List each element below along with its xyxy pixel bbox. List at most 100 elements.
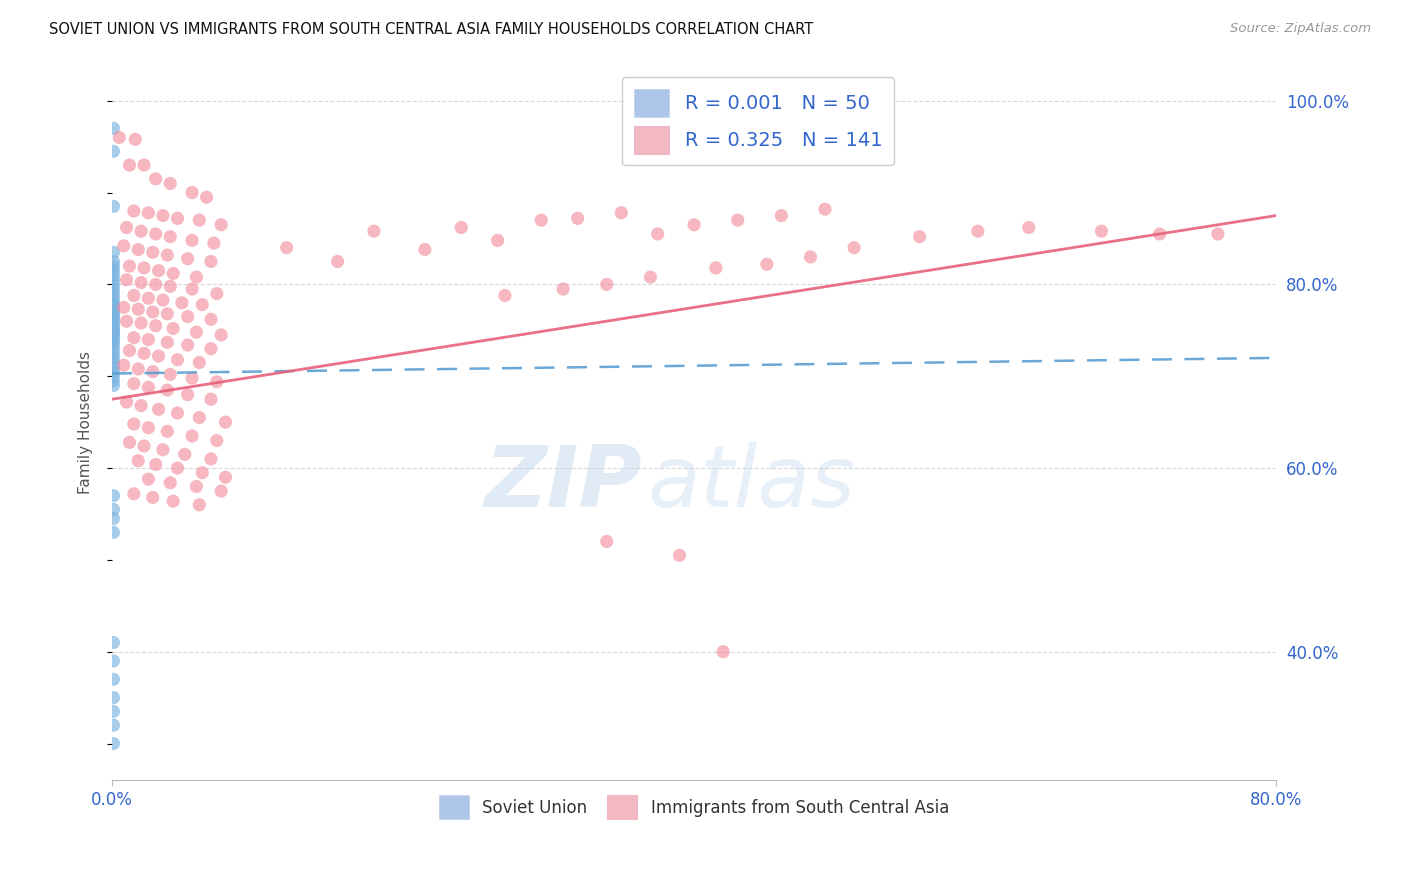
Text: atlas: atlas (648, 442, 855, 524)
Point (103, 121, 125, 136)
Point (186, 479, 208, 493)
Point (142, 365, 165, 379)
Point (170, 295, 193, 310)
Point (103, 374, 125, 388)
Point (108, 130, 131, 145)
Point (103, 308, 125, 322)
Point (129, 399, 152, 413)
Point (799, 250, 821, 264)
Point (200, 342, 222, 356)
Point (112, 358, 135, 372)
Point (103, 337, 125, 351)
Point (132, 158, 155, 172)
Point (103, 378, 125, 392)
Point (103, 489, 125, 503)
Point (842, 241, 865, 255)
Point (166, 352, 188, 367)
Point (181, 429, 204, 443)
Point (640, 270, 662, 285)
Point (156, 248, 179, 262)
Point (103, 282, 125, 296)
Point (103, 705, 125, 719)
Point (205, 434, 228, 448)
Point (966, 224, 988, 238)
Point (683, 218, 706, 232)
Point (138, 206, 160, 220)
Point (711, 645, 734, 659)
Point (152, 442, 174, 457)
Point (1090, 224, 1112, 238)
Point (142, 305, 165, 319)
Point (205, 375, 228, 389)
Point (188, 498, 211, 512)
Point (103, 318, 125, 333)
Point (142, 491, 165, 505)
Point (181, 233, 204, 247)
Point (122, 288, 145, 302)
Point (103, 365, 125, 379)
Point (145, 227, 167, 241)
Point (200, 312, 222, 326)
Point (176, 338, 198, 352)
Point (156, 335, 179, 350)
Point (647, 227, 669, 241)
Point (214, 415, 236, 429)
Point (103, 291, 125, 305)
Point (209, 484, 232, 499)
Point (103, 502, 125, 516)
Point (195, 190, 218, 204)
Point (115, 395, 138, 409)
Point (103, 718, 125, 732)
Point (103, 325, 125, 339)
Point (200, 451, 222, 466)
Point (103, 342, 125, 356)
Point (138, 291, 160, 305)
Point (176, 387, 198, 401)
Point (494, 288, 516, 302)
Point (122, 487, 145, 501)
Point (209, 327, 232, 342)
Point (138, 472, 160, 486)
Point (103, 346, 125, 360)
Point (129, 224, 152, 238)
Point (103, 298, 125, 312)
Text: Source: ZipAtlas.com: Source: ZipAtlas.com (1230, 22, 1371, 36)
Point (132, 439, 155, 453)
Point (103, 263, 125, 277)
Point (103, 369, 125, 384)
Point (159, 368, 181, 382)
Point (127, 454, 149, 468)
Point (610, 206, 633, 220)
Point (188, 355, 211, 369)
Point (132, 260, 155, 275)
Point (596, 534, 619, 549)
Point (103, 286, 125, 301)
Point (814, 202, 837, 216)
Point (152, 209, 174, 223)
Point (156, 307, 179, 321)
Point (124, 132, 146, 146)
Point (186, 325, 208, 339)
Point (200, 392, 222, 407)
Point (142, 245, 165, 260)
Point (191, 298, 214, 312)
Point (103, 245, 125, 260)
Point (205, 286, 228, 301)
Point (191, 466, 214, 480)
Point (159, 475, 181, 490)
Point (103, 277, 125, 292)
Point (118, 158, 141, 172)
Point (115, 314, 138, 328)
Point (138, 380, 160, 394)
Point (176, 252, 198, 266)
Point (1018, 220, 1040, 235)
Point (200, 254, 222, 268)
Point (159, 229, 181, 244)
Point (103, 327, 125, 342)
Point (363, 224, 385, 238)
Point (103, 737, 125, 751)
Point (145, 318, 167, 333)
Point (148, 402, 170, 417)
Point (115, 273, 138, 287)
Point (188, 213, 211, 227)
